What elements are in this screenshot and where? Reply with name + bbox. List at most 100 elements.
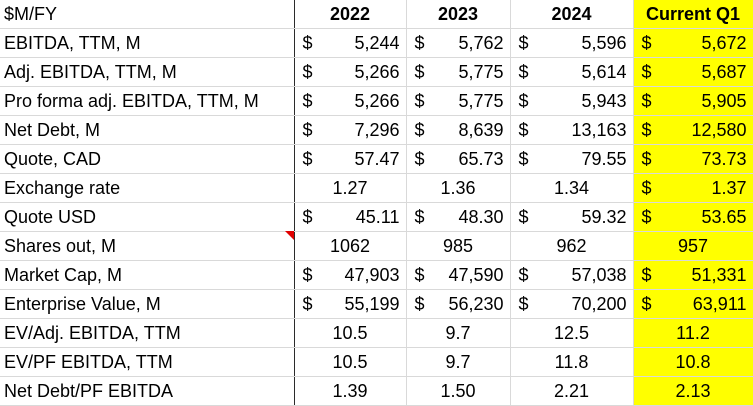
row-label-cell[interactable]: Pro forma adj. EBITDA, TTM, M [0, 86, 295, 116]
currency-symbol: $ [641, 148, 652, 169]
value-cell[interactable]: $59.32 [510, 202, 634, 232]
currency-value: $12,580 [638, 120, 749, 141]
row-label-cell[interactable]: Net Debt, M [0, 115, 295, 145]
value-cell[interactable]: $65.73 [406, 144, 511, 174]
value-cell[interactable]: $56,230 [406, 289, 511, 319]
row-label-cell[interactable]: Adj. EBITDA, TTM, M [0, 57, 295, 87]
value-cell[interactable]: $5,596 [510, 28, 634, 58]
value-cell[interactable]: $5,762 [406, 28, 511, 58]
value-cell[interactable]: 1.50 [406, 376, 511, 406]
cell-number: 11.8 [554, 351, 589, 372]
value-cell[interactable]: $5,905 [633, 86, 753, 116]
currency-value: $63,911 [638, 294, 749, 315]
table-row: EV/Adj. EBITDA, TTM 10.5 9.7 12.5 11.2 [0, 318, 753, 348]
value-cell[interactable]: 9.7 [406, 347, 511, 377]
value-cell[interactable]: $5,244 [294, 28, 407, 58]
header-year-2022[interactable]: 2022 [294, 0, 407, 29]
row-label-cell[interactable]: EV/PF EBITDA, TTM [0, 347, 295, 377]
cell-number: 10.5 [332, 351, 368, 372]
row-label-cell[interactable]: EV/Adj. EBITDA, TTM [0, 318, 295, 348]
value-cell[interactable]: 985 [406, 231, 511, 261]
value-cell[interactable]: 10.5 [294, 347, 407, 377]
currency-symbol: $ [302, 148, 313, 169]
value-cell[interactable]: $45.11 [294, 202, 407, 232]
currency-value: $47,590 [411, 265, 506, 286]
value-cell[interactable]: 1.34 [510, 173, 634, 203]
cell-number: 1.27 [332, 177, 368, 198]
currency-value: $5,596 [515, 33, 629, 54]
currency-symbol: $ [641, 177, 652, 198]
value-cell[interactable]: $5,266 [294, 86, 407, 116]
row-label-cell[interactable]: Quote USD [0, 202, 295, 232]
value-cell[interactable]: $51,331 [633, 260, 753, 290]
currency-symbol: $ [302, 206, 313, 227]
value-cell[interactable]: 9.7 [406, 318, 511, 348]
currency-value: $5,244 [299, 33, 402, 54]
value-cell[interactable]: $79.55 [510, 144, 634, 174]
value-cell[interactable]: 2.21 [510, 376, 634, 406]
value-cell[interactable]: $7,296 [294, 115, 407, 145]
value-cell[interactable]: $57,038 [510, 260, 634, 290]
currency-value: $45.11 [299, 207, 402, 228]
value-cell[interactable]: 11.8 [510, 347, 634, 377]
cell-number: 53.65 [701, 206, 747, 227]
value-cell[interactable]: 962 [510, 231, 634, 261]
value-cell[interactable]: 1.39 [294, 376, 407, 406]
value-cell[interactable]: 10.8 [633, 347, 753, 377]
currency-value: $47,903 [299, 265, 402, 286]
value-cell[interactable]: $48.30 [406, 202, 511, 232]
value-cell[interactable]: 957 [633, 231, 753, 261]
header-current-q1[interactable]: Current Q1 [633, 0, 753, 29]
value-cell[interactable]: $12,580 [633, 115, 753, 145]
comment-indicator-icon[interactable] [285, 231, 294, 240]
header-row: $M/FY 2022 2023 2024 Current Q1 [0, 0, 753, 29]
value-cell[interactable]: $1.37 [633, 173, 753, 203]
value-cell[interactable]: $63,911 [633, 289, 753, 319]
value-cell[interactable]: $5,775 [406, 57, 511, 87]
currency-symbol: $ [518, 148, 529, 169]
currency-value: $5,614 [515, 62, 629, 83]
header-title-cell[interactable]: $M/FY [0, 0, 295, 29]
currency-value: $73.73 [638, 149, 749, 170]
value-cell[interactable]: $5,266 [294, 57, 407, 87]
value-cell[interactable]: $5,614 [510, 57, 634, 87]
value-cell[interactable]: $57.47 [294, 144, 407, 174]
header-year-2023[interactable]: 2023 [406, 0, 511, 29]
row-label-cell[interactable]: Net Debt/PF EBITDA [0, 376, 295, 406]
currency-symbol: $ [641, 119, 652, 140]
row-label-cell[interactable]: Enterprise Value, M [0, 289, 295, 319]
header-year-2024[interactable]: 2024 [510, 0, 634, 29]
currency-value: $53.65 [638, 207, 749, 228]
value-cell[interactable]: $13,163 [510, 115, 634, 145]
row-label-cell[interactable]: Shares out, M [0, 231, 295, 261]
currency-value: $56,230 [411, 294, 506, 315]
value-cell[interactable]: $5,775 [406, 86, 511, 116]
value-cell[interactable]: $5,687 [633, 57, 753, 87]
value-cell[interactable]: 2.13 [633, 376, 753, 406]
value-cell[interactable]: $5,943 [510, 86, 634, 116]
cell-number: 5,266 [354, 90, 400, 111]
value-cell[interactable]: 12.5 [510, 318, 634, 348]
table-row: Quote, CAD $57.47 $65.73 $79.55 $73.73 [0, 144, 753, 174]
row-label-cell[interactable]: Market Cap, M [0, 260, 295, 290]
value-cell[interactable]: 10.5 [294, 318, 407, 348]
value-cell[interactable]: $47,590 [406, 260, 511, 290]
row-label-cell[interactable]: Exchange rate [0, 173, 295, 203]
row-label-cell[interactable]: Quote, CAD [0, 144, 295, 174]
value-cell[interactable]: 1062 [294, 231, 407, 261]
row-label-cell[interactable]: EBITDA, TTM, M [0, 28, 295, 58]
value-cell[interactable]: $55,199 [294, 289, 407, 319]
value-cell[interactable]: $47,903 [294, 260, 407, 290]
value-cell[interactable]: $8,639 [406, 115, 511, 145]
value-cell[interactable]: 1.27 [294, 173, 407, 203]
value-cell[interactable]: 1.36 [406, 173, 511, 203]
cell-number: 5,775 [458, 90, 504, 111]
currency-value: $5,762 [411, 33, 506, 54]
value-cell[interactable]: $5,672 [633, 28, 753, 58]
currency-symbol: $ [518, 90, 529, 111]
value-cell[interactable]: $73.73 [633, 144, 753, 174]
value-cell[interactable]: $70,200 [510, 289, 634, 319]
value-cell[interactable]: $53.65 [633, 202, 753, 232]
value-cell[interactable]: 11.2 [633, 318, 753, 348]
cell-number: 11.2 [676, 322, 710, 343]
